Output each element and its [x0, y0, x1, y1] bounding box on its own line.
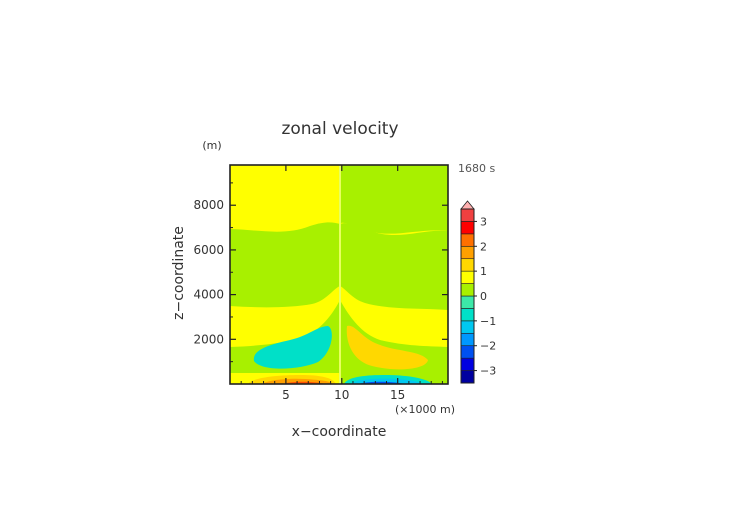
field-upper-right [340, 165, 448, 234]
colorbar-tick-label: 2 [480, 240, 487, 253]
colorbar-segment [460, 233, 475, 247]
velocity-field [230, 165, 448, 384]
y-axis: 2000 4000 6000 8000 [193, 182, 448, 363]
colorbar-segment [460, 345, 475, 359]
colorbar-tick-label: 1 [480, 265, 487, 278]
plot-frame [229, 164, 449, 385]
y-tick-label: 4000 [193, 288, 224, 302]
x-tick-label: 15 [390, 388, 405, 402]
colorbar-tick-label: −3 [480, 365, 496, 378]
y-tick-label: 8000 [193, 198, 224, 212]
colorbar-segment [460, 221, 475, 235]
field-right-lobe [346, 325, 428, 370]
y-axis-label: z−coordinate [171, 226, 187, 320]
colorbar-tick-label: −2 [480, 340, 496, 353]
colorbar-segment [460, 245, 475, 260]
colorbar-tick-label: 0 [480, 290, 487, 303]
colorbar-extend-arrow [460, 200, 475, 210]
x-tick-label: 5 [282, 388, 290, 402]
colorbar-tick-label: −1 [480, 315, 496, 328]
x-axis: 5 10 15 [240, 165, 443, 402]
colorbar-segment [460, 308, 475, 322]
y-tick-label: 2000 [193, 332, 224, 346]
time-label: 1680 s [458, 162, 495, 175]
x-tick-label: 10 [334, 388, 349, 402]
colorbar-segment [460, 270, 475, 284]
y-unit-label: (m) [202, 139, 221, 152]
colorbar-tick-label: 3 [480, 215, 487, 228]
x-unit-label: (×1000 m) [395, 403, 455, 416]
colorbar-segment [460, 357, 475, 371]
x-axis-label: x−coordinate [292, 424, 387, 440]
colorbar-segment [460, 283, 475, 297]
colorbar-segment [460, 320, 475, 334]
colorbar-segment [460, 295, 475, 309]
colorbar-segment [460, 208, 475, 222]
field-left-lobe [253, 326, 332, 369]
colorbar-segment [460, 332, 475, 347]
colorbar: −3 −2 −1 0 1 2 3 [460, 200, 496, 384]
chart-title: zonal velocity [281, 119, 398, 139]
y-tick-label: 6000 [193, 243, 224, 257]
colorbar-segment [460, 370, 475, 384]
colorbar-segment [460, 258, 475, 272]
